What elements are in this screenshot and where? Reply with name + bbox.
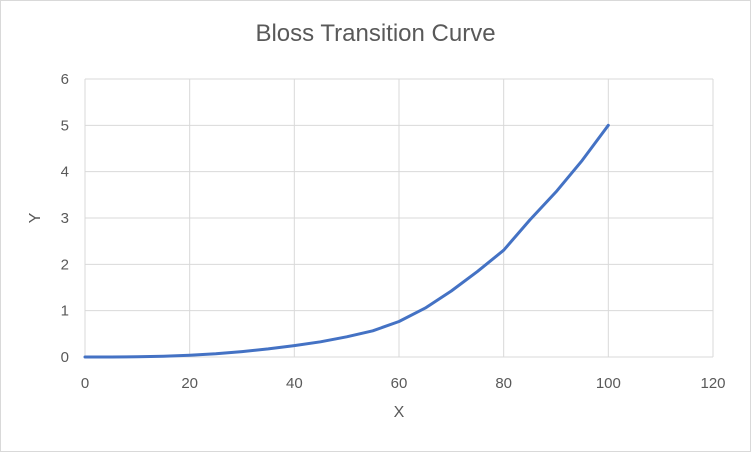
x-axis-title: X: [394, 404, 405, 421]
y-tick-label: 0: [61, 349, 69, 366]
axes: [84, 79, 713, 358]
series-line: [83, 123, 610, 359]
x-tick-label: 0: [81, 375, 89, 392]
x-tick-label: 40: [286, 375, 303, 392]
x-tick-label: 60: [391, 375, 408, 392]
series-layer: [83, 123, 610, 359]
gridlines: [85, 78, 714, 357]
y-tick-label: 1: [61, 303, 69, 320]
x-tick-label: 80: [495, 375, 512, 392]
y-tick-label: 2: [61, 256, 69, 273]
y-tick-label: 6: [61, 71, 69, 88]
y-tick-label: 3: [61, 210, 69, 227]
x-tick-label: 120: [700, 375, 725, 392]
chart-title: Bloss Transition Curve: [255, 20, 496, 47]
y-tick-label: 4: [61, 164, 69, 181]
x-tick-label: 100: [596, 375, 621, 392]
x-tick-label: 20: [181, 375, 198, 392]
y-tick-label: 5: [61, 117, 69, 134]
y-axis-title: Y: [27, 212, 44, 223]
